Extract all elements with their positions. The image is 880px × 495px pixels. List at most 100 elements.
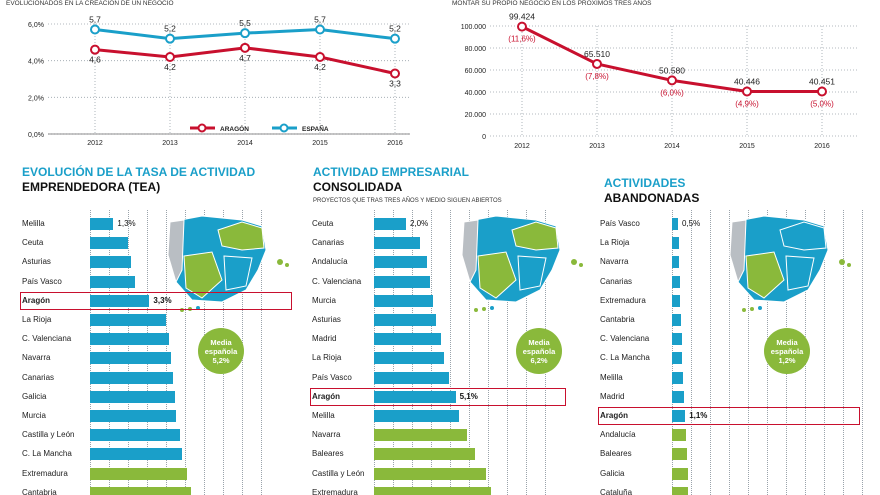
tr-x-tick: 2013 [589, 143, 605, 150]
row-label: Galicia [600, 468, 625, 478]
tr-point [817, 86, 827, 97]
value-label: 1,3% [117, 219, 136, 228]
tr-point [592, 58, 602, 69]
tr-line-chart: 100.000 80.000 60.000 40.000 20.000 0 2012 2013… [461, 12, 858, 150]
bar [672, 390, 684, 403]
bar [672, 333, 682, 346]
row-label: Ceuta [312, 219, 334, 228]
p3-title: ACTIVIDADES [604, 176, 686, 190]
bar [672, 448, 687, 461]
tr-caption: MONTAR SU PROPIO NEGOCIO EN LOS PRÓXIMOS… [452, 0, 652, 7]
map-region-ne [511, 221, 559, 251]
grid-line [729, 210, 730, 495]
bar [672, 410, 686, 422]
bar [90, 390, 175, 403]
tr-x-tick: 2014 [664, 143, 680, 150]
row-label: Extremadura [22, 468, 68, 478]
p2-title: ACTIVIDAD EMPRESARIAL [313, 165, 470, 179]
highlight-box [20, 291, 292, 310]
value-label: 5,1% [459, 391, 478, 401]
map-canarias [742, 308, 746, 312]
tl-point [390, 68, 400, 79]
bar [672, 467, 688, 480]
map-canarias [482, 307, 486, 311]
bar [90, 218, 114, 230]
tr-y-tick: 80.000 [465, 46, 487, 53]
tl-point [165, 33, 175, 44]
tr-pct-label: (6,0%) [660, 88, 684, 97]
average-line2: española [770, 347, 804, 356]
tr-y-tick: 100.000 [461, 24, 486, 31]
row-label: C. La Mancha [22, 449, 72, 459]
tl-data-label: 4,7 [239, 53, 251, 63]
tl-point [315, 52, 325, 62]
row-label: C. Valenciana [312, 276, 362, 286]
average-line1: Media [210, 338, 232, 347]
row-label: Madrid [600, 391, 625, 401]
row-label: Murcia [312, 295, 337, 305]
average-circle: Media española 5,2% [198, 328, 244, 374]
tr-point [667, 75, 677, 86]
tr-data-label: 99.424 [509, 12, 535, 22]
map-baleares [579, 263, 583, 267]
row-label: Aragón [600, 411, 628, 420]
tl-data-label: 4,2 [164, 62, 176, 72]
tr-x-tick: 2016 [814, 143, 830, 150]
tr-point [517, 21, 527, 32]
tr-x-tick: 2012 [514, 143, 530, 150]
bar [90, 410, 177, 422]
value-label: 2,0% [410, 219, 429, 228]
bar [90, 256, 132, 269]
row-label: Madrid [312, 334, 337, 344]
tl-line-chart: 6,0% 4,0% 2,0% 0,0% 2012 2013 2014 2015 2016 4,6 4… [28, 15, 410, 147]
bar [374, 314, 437, 326]
average-line3: 5,2% [212, 356, 230, 365]
map-baleares [571, 259, 577, 265]
tr-y-tick: 20.000 [465, 112, 487, 119]
tl-point [315, 24, 325, 35]
row-label: Melilla [312, 411, 335, 420]
bar [374, 429, 467, 442]
tr-data-label: 40.451 [809, 77, 835, 87]
tl-x-tick: 2014 [237, 140, 253, 147]
p2-subtitle: PROYECTOS QUE TRAS TRES AÑOS Y MEDIO SIG… [313, 198, 502, 204]
tr-y-tick: 60.000 [465, 68, 487, 75]
row-label: Melilla [600, 372, 623, 382]
row-label: Cataluña [600, 487, 633, 495]
tl-data-label: 5,5 [239, 18, 251, 28]
row-label: Murcia [22, 411, 47, 420]
bar [374, 218, 406, 230]
grid-line [691, 210, 692, 495]
tl-data-label: 3,3 [389, 79, 401, 89]
average-line1: Media [776, 338, 798, 347]
tl-y-tick: 0,0% [28, 132, 44, 139]
bar [90, 333, 170, 346]
row-label: Galicia [22, 391, 47, 401]
bar [672, 486, 689, 495]
bar [374, 294, 434, 307]
grid-line [824, 210, 825, 495]
row-label: Ceuta [22, 238, 44, 248]
p2-title2: CONSOLIDADA [313, 180, 403, 194]
tl-point [90, 24, 100, 35]
tl-data-label: 4,2 [314, 62, 326, 72]
bar [90, 294, 150, 307]
row-label: Aragón [22, 295, 50, 305]
tr-point [742, 86, 752, 97]
tr-pct-label: (7,8%) [585, 72, 609, 81]
tea-bar-chart: Melilla 1,3% Ceuta Asturias País Vasco Aragón… [20, 210, 300, 495]
bar [374, 467, 486, 480]
p1-title2: EMPRENDEDORA (TEA) [22, 180, 161, 194]
p3-title2: ABANDONADAS [604, 191, 700, 205]
bar [374, 410, 459, 422]
row-label: Castilla y León [22, 430, 75, 440]
tl-legend-espana: ESPAÑA [302, 124, 329, 133]
bar [672, 218, 678, 230]
row-label: Baleares [312, 449, 344, 459]
grid-line [261, 210, 262, 495]
map-canarias [758, 306, 762, 310]
bar [374, 275, 430, 288]
bar [672, 256, 680, 269]
tr-data-label: 40.446 [734, 77, 760, 87]
tr-data-label: 50.580 [659, 65, 685, 75]
